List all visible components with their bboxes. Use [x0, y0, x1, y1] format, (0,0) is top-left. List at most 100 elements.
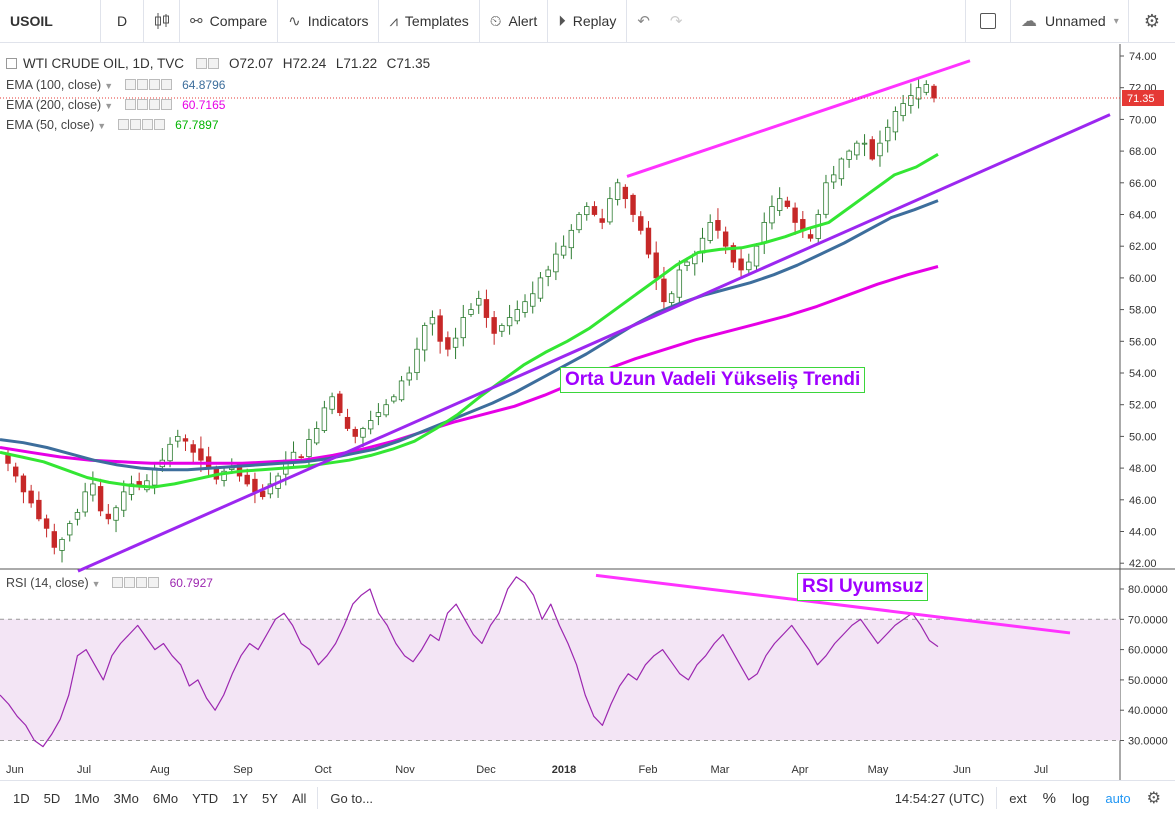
candle-down — [5, 455, 11, 464]
indicators-button[interactable]: ∿ Indicators — [278, 0, 380, 43]
candle-up — [545, 269, 551, 277]
close-icon[interactable] — [160, 99, 172, 110]
settings-button[interactable]: ⚙ — [1129, 0, 1175, 43]
ema100-buttons[interactable] — [124, 78, 173, 92]
fullscreen-button[interactable] — [965, 0, 1011, 43]
candle-up — [861, 142, 868, 145]
close-icon[interactable] — [153, 119, 165, 130]
caret-down-icon[interactable]: ▼ — [104, 81, 114, 91]
square-icon — [980, 13, 996, 29]
candle-up — [707, 222, 713, 241]
candle-up — [576, 214, 582, 231]
redo-button[interactable]: ↷ — [660, 0, 693, 43]
settings-small-icon[interactable] — [136, 99, 148, 110]
undo-button[interactable]: ↶ — [627, 0, 660, 43]
price-tick-label: 42.00 — [1129, 558, 1157, 570]
candle-down — [344, 416, 351, 429]
collapse-icon[interactable] — [6, 58, 17, 69]
close-icon[interactable] — [160, 79, 172, 90]
replay-label: Replay — [572, 13, 617, 29]
plus-icon[interactable] — [136, 577, 148, 588]
time-axis-label: Jun — [953, 764, 971, 776]
plus-icon[interactable] — [148, 79, 160, 90]
plus-icon[interactable] — [141, 119, 153, 130]
settings-small-icon[interactable] — [129, 119, 141, 130]
candle-up — [175, 435, 181, 442]
plus-icon[interactable] — [148, 99, 160, 110]
indicators-label: Indicators — [307, 13, 369, 29]
ema50-legend: EMA (50, close) ▼ 67.7897 — [6, 118, 219, 132]
caret-down-icon[interactable]: ▼ — [97, 121, 107, 131]
range-button-1mo[interactable]: 1Mo — [74, 790, 100, 806]
chart-area[interactable]: 74.00 72.00 70.00 68.00 66.00 64.00 62.00 60.00… — [0, 44, 1175, 780]
eye-icon[interactable] — [112, 577, 124, 588]
price-tick-label: 52.00 — [1129, 400, 1157, 412]
settings-small-icon[interactable] — [124, 577, 136, 588]
caret-down-icon[interactable]: ▼ — [91, 579, 101, 589]
range-button-5y[interactable]: 5Y — [262, 790, 278, 806]
price-tick-label: 64.00 — [1129, 210, 1157, 222]
log-label: log — [1071, 790, 1090, 806]
candle-up — [900, 103, 906, 117]
candle-up — [761, 222, 767, 243]
eye-icon[interactable] — [117, 119, 129, 130]
chart-settings-button[interactable]: ⚙ — [1139, 781, 1175, 815]
caret-down-icon[interactable]: ▼ — [104, 101, 114, 111]
rsi-buttons[interactable] — [112, 576, 160, 590]
series-title: WTI CRUDE OIL, 1D, TVC — [23, 56, 185, 71]
range-button-1y[interactable]: 1Y — [232, 790, 249, 806]
candle-up — [846, 150, 852, 160]
candle-up — [267, 483, 274, 495]
range-button-all[interactable]: All — [291, 790, 307, 806]
candle-up — [429, 317, 436, 325]
candle-down — [483, 299, 490, 318]
candle-down — [869, 139, 875, 160]
eye-icon[interactable] — [124, 99, 136, 110]
range-button-5d[interactable]: 5D — [43, 790, 61, 806]
eye-icon[interactable] — [195, 58, 207, 69]
candle-up — [506, 317, 513, 327]
candle-up — [90, 483, 96, 496]
candle-down — [244, 474, 250, 485]
candle-up — [74, 512, 81, 520]
candle-up — [468, 309, 474, 315]
price-tick-label: 60.00 — [1129, 273, 1157, 285]
candle-up — [460, 317, 466, 339]
alert-button[interactable]: ⏲ Alert — [480, 0, 549, 43]
last-price-label: 71.35 — [1127, 93, 1155, 105]
templates-button[interactable]: ⩘ Templates — [379, 0, 480, 43]
candle-up — [830, 174, 837, 183]
chart-canvas[interactable]: 74.0072.0070.0068.0066.0064.0062.0060.00… — [0, 44, 1175, 780]
symbol-search[interactable]: USOIL — [0, 0, 101, 43]
range-button-ytd[interactable]: YTD — [192, 790, 219, 806]
settings-small-icon[interactable] — [136, 79, 148, 90]
time-axis-label: Apr — [791, 764, 808, 776]
range-button-3mo[interactable]: 3Mo — [113, 790, 139, 806]
candle-up — [560, 245, 567, 256]
trend-annotation[interactable]: Orta Uzun Vadeli Yükseliş Trendi — [560, 367, 866, 393]
interval-button[interactable]: D — [101, 0, 144, 43]
compare-button[interactable]: ⚯ Compare — [180, 0, 279, 43]
auto-toggle[interactable]: auto — [1097, 781, 1138, 815]
chart-type-button[interactable] — [144, 0, 180, 43]
ema200-buttons[interactable] — [124, 98, 173, 112]
goto-button[interactable]: Go to... — [322, 781, 381, 815]
close-icon[interactable] — [148, 577, 160, 588]
ema50-buttons[interactable] — [117, 118, 166, 132]
rsi-divergence-annotation[interactable]: RSI Uyumsuz — [797, 573, 929, 601]
candle-up — [607, 198, 613, 223]
series-legend-buttons[interactable] — [195, 57, 220, 71]
settings-small-icon[interactable] — [207, 58, 219, 69]
ext-toggle[interactable]: ext — [1001, 781, 1034, 815]
layout-button[interactable]: ☁ Unnamed ▾ — [1011, 0, 1129, 43]
candle-up — [776, 198, 783, 211]
range-button-6mo[interactable]: 6Mo — [152, 790, 179, 806]
log-toggle[interactable]: log — [1064, 781, 1097, 815]
clock[interactable]: 14:54:27 (UTC) — [887, 781, 993, 815]
replay-button[interactable]: ⏵ Replay — [548, 0, 628, 43]
ema100-legend: EMA (100, close) ▼ 64.8796 — [6, 78, 225, 92]
eye-icon[interactable] — [124, 79, 136, 90]
percent-toggle[interactable]: % — [1035, 781, 1064, 815]
ohlc-low: L71.22 — [335, 56, 378, 71]
range-button-1d[interactable]: 1D — [13, 790, 30, 806]
